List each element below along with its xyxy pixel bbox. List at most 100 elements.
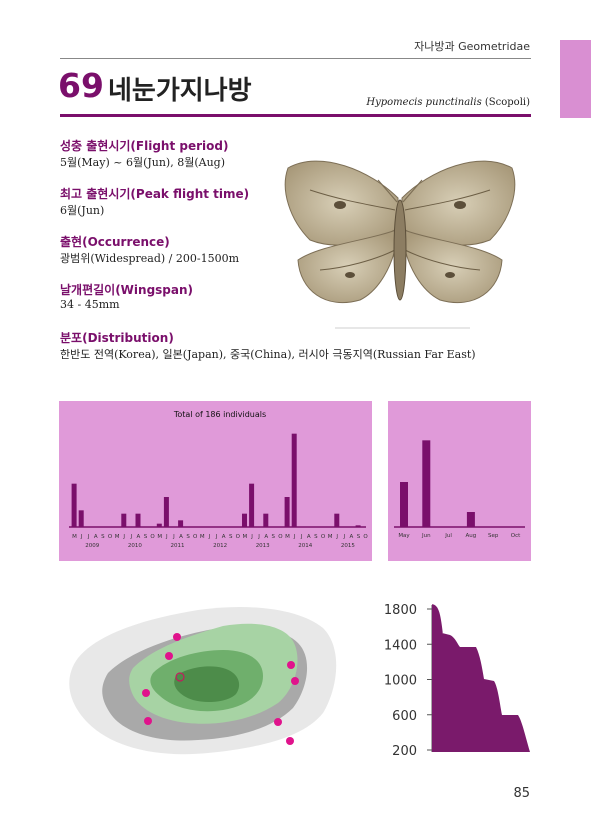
yearly-bar (242, 513, 247, 527)
monthly-bar (422, 440, 431, 527)
species-korean-name: 네눈가지나방 (108, 76, 252, 106)
yearly-bar (284, 497, 290, 527)
monthly-histogram-panel (388, 401, 531, 561)
title-divider (60, 114, 531, 117)
month-tick-label: J (208, 534, 211, 540)
monthly-bar (400, 482, 408, 527)
yearly-bar (355, 525, 361, 527)
month-tick-label: O (193, 534, 198, 540)
distribution-value: 한반도 전역(Korea), 일본(Japan), 중국(China), 러시아… (60, 348, 476, 361)
header-divider (60, 58, 531, 59)
distribution-map (69, 607, 337, 755)
record-point (165, 652, 173, 660)
month-tick-label: A (307, 534, 311, 540)
month-label: Jul (444, 533, 452, 539)
month-tick-label: A (222, 534, 226, 540)
month-tick-label: J (80, 534, 83, 540)
peak-flight-value: 6월(Jun) (60, 204, 105, 217)
yearly-bar (71, 483, 77, 527)
histogram-title: Total of 186 individuals (173, 410, 267, 419)
yearly-bar (334, 513, 340, 527)
month-tick-label: J (215, 534, 218, 540)
occurrence-heading: 출현(Occurrence) (60, 235, 170, 249)
record-point (274, 718, 282, 726)
year-tick-label: 2014 (298, 543, 312, 549)
year-tick-label: 2010 (128, 543, 142, 549)
month-label: Aug (466, 533, 477, 539)
record-point (291, 677, 299, 685)
scientific-name-author: (Scopoli) (484, 97, 530, 108)
section-tab (560, 40, 591, 118)
month-tick-label: M (72, 534, 77, 540)
flight-period-value: 5월(May) ~ 6월(Jun), 8월(Aug) (60, 156, 225, 169)
elevation-tick-label: 1000 (384, 674, 417, 689)
record-point (287, 661, 295, 669)
scientific-name-binomial: Hypomecis punctinalis (366, 97, 482, 108)
record-point (286, 737, 294, 745)
wingspan-value: 34 - 45mm (60, 298, 120, 311)
family-label: 자나방과 Geometridae (414, 40, 530, 53)
month-tick-label: M (157, 534, 162, 540)
elevation-tick-label: 600 (392, 709, 417, 724)
month-tick-label: S (144, 534, 148, 540)
elevation-profile: 1800 1400 1000 600 200 (384, 603, 530, 759)
month-tick-label: J (293, 534, 296, 540)
elevation-band-dark-green (174, 666, 240, 702)
year-tick-label: 2012 (213, 543, 227, 549)
elevation-profile-outline (431, 604, 443, 634)
monthly-histogram: May Jun Jul Aug Sep Oct (394, 440, 525, 539)
month-tick-label: M (285, 534, 290, 540)
month-tick-label: S (229, 534, 233, 540)
month-tick-label: J (122, 534, 125, 540)
month-label: Sep (488, 533, 499, 539)
yearly-bar (156, 523, 162, 527)
species-number: 69 (58, 66, 104, 105)
month-label: Jun (421, 533, 431, 539)
record-point (144, 717, 152, 725)
yearly-bar (135, 513, 141, 527)
record-point (173, 633, 181, 641)
yearly-bar (249, 483, 255, 527)
month-tick-label: S (314, 534, 318, 540)
month-tick-label: O (321, 534, 326, 540)
month-tick-label: A (179, 534, 183, 540)
month-tick-label: J (250, 534, 253, 540)
month-tick-label: M (200, 534, 205, 540)
month-tick-label: J (257, 534, 260, 540)
month-tick-label: O (108, 534, 113, 540)
month-tick-label: O (236, 534, 241, 540)
month-tick-label: J (165, 534, 168, 540)
yearly-histogram-panel (59, 401, 372, 561)
month-tick-label: J (342, 534, 345, 540)
month-label: May (398, 533, 410, 539)
month-tick-label: A (264, 534, 268, 540)
month-label: Oct (511, 533, 521, 539)
moth-specimen-image (284, 160, 516, 329)
yearly-bar (163, 497, 169, 527)
elevation-tick-label: 1800 (384, 603, 417, 618)
yearly-bar (78, 510, 84, 527)
month-tick-label: A (137, 534, 141, 540)
month-tick-label: S (186, 534, 190, 540)
month-tick-label: S (357, 534, 361, 540)
month-tick-label: M (328, 534, 333, 540)
month-tick-label: A (94, 534, 98, 540)
year-tick-label: 2013 (256, 543, 270, 549)
record-point-hollow (175, 672, 185, 682)
year-tick-label: 2009 (85, 543, 99, 549)
yearly-bar (263, 513, 269, 527)
scientific-name: Hypomecis punctinalis (Scopoli) (330, 97, 530, 108)
year-tick-label: 2011 (171, 543, 185, 549)
month-tick-label: J (300, 534, 303, 540)
elevation-tick-label: 200 (392, 744, 417, 759)
month-tick-label: J (172, 534, 175, 540)
month-tick-label: O (150, 534, 155, 540)
elevation-profile-area (432, 605, 530, 752)
distribution-heading: 분포(Distribution) (60, 331, 174, 345)
year-tick-label: 2015 (341, 543, 355, 549)
occurrence-value: 광범위(Widespread) / 200-1500m (60, 252, 240, 265)
month-tick-label: J (129, 534, 132, 540)
yearly-bar (178, 520, 184, 527)
month-tick-label: M (243, 534, 248, 540)
